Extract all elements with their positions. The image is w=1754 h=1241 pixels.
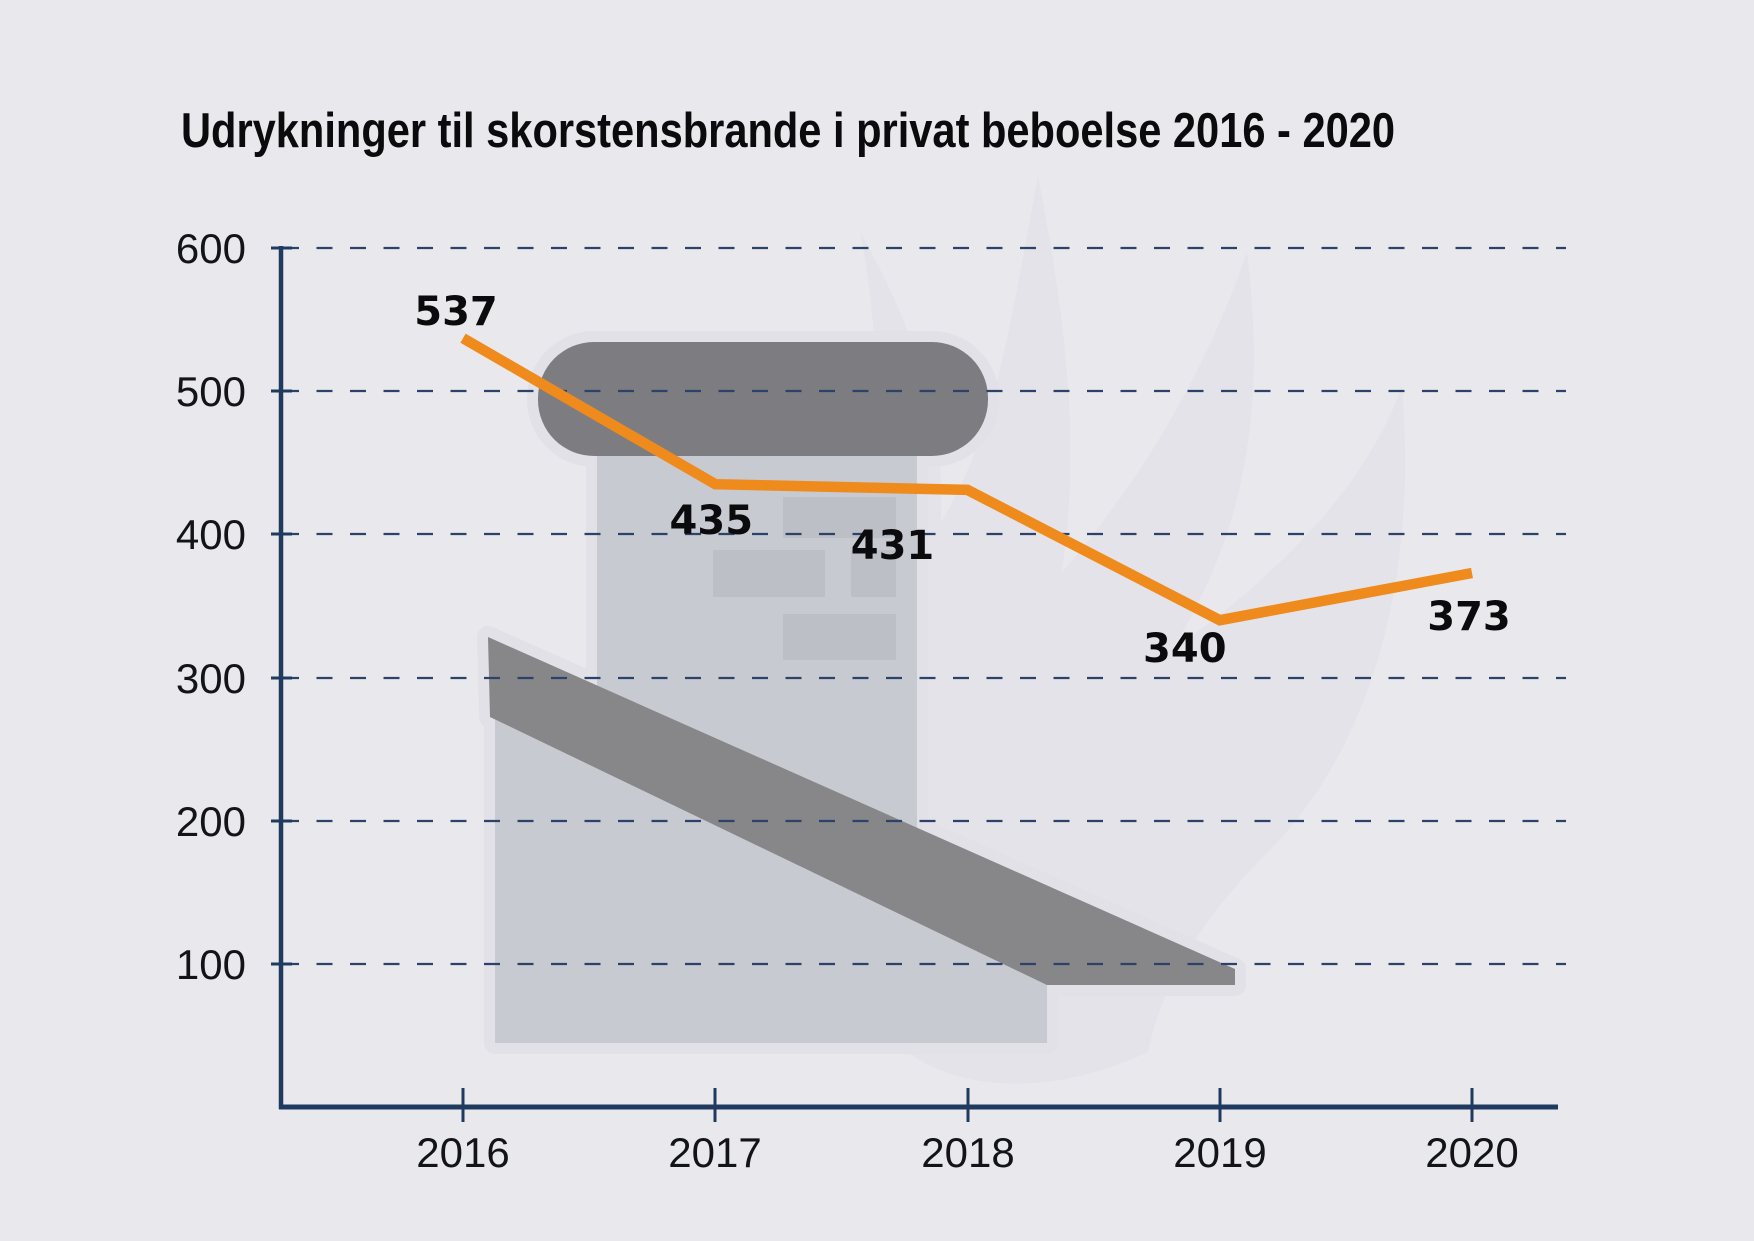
y-axis-ticks [271,246,292,966]
data-value-labels: 537 435 431 340 373 [414,289,1511,672]
y-tick-label: 400 [176,511,246,558]
x-tick-label: 2020 [1425,1129,1518,1176]
data-line [460,333,1473,626]
data-label: 340 [1143,626,1227,672]
chimney-on-roof-with-flame-icon [477,176,1406,1084]
x-tick-label: 2019 [1173,1129,1266,1176]
chart-title: Udrykninger til skorstensbrande i privat… [181,104,1395,158]
gridlines [283,246,1566,966]
chimney-bricks [713,497,896,660]
roof-ridge-band [488,637,1235,985]
y-tick-label: 100 [176,941,246,988]
chimney-cap [538,342,988,456]
roof-face [495,715,1047,1043]
x-tick-label: 2016 [416,1129,509,1176]
x-tick-label: 2017 [668,1129,761,1176]
y-tick-label: 500 [176,368,246,415]
x-axis-ticks [461,1088,1474,1122]
data-label: 431 [851,523,935,569]
x-tick-label: 2018 [921,1129,1014,1176]
data-label: 537 [414,289,498,335]
x-axis-labels: 2016 2017 2018 2019 2020 [416,1129,1518,1176]
y-tick-label: 200 [176,798,246,845]
y-tick-label: 300 [176,655,246,702]
data-label: 373 [1427,594,1511,640]
data-label: 435 [670,498,754,544]
y-tick-label: 600 [176,225,246,272]
y-axis-labels: 600 500 400 300 200 100 [176,225,246,988]
